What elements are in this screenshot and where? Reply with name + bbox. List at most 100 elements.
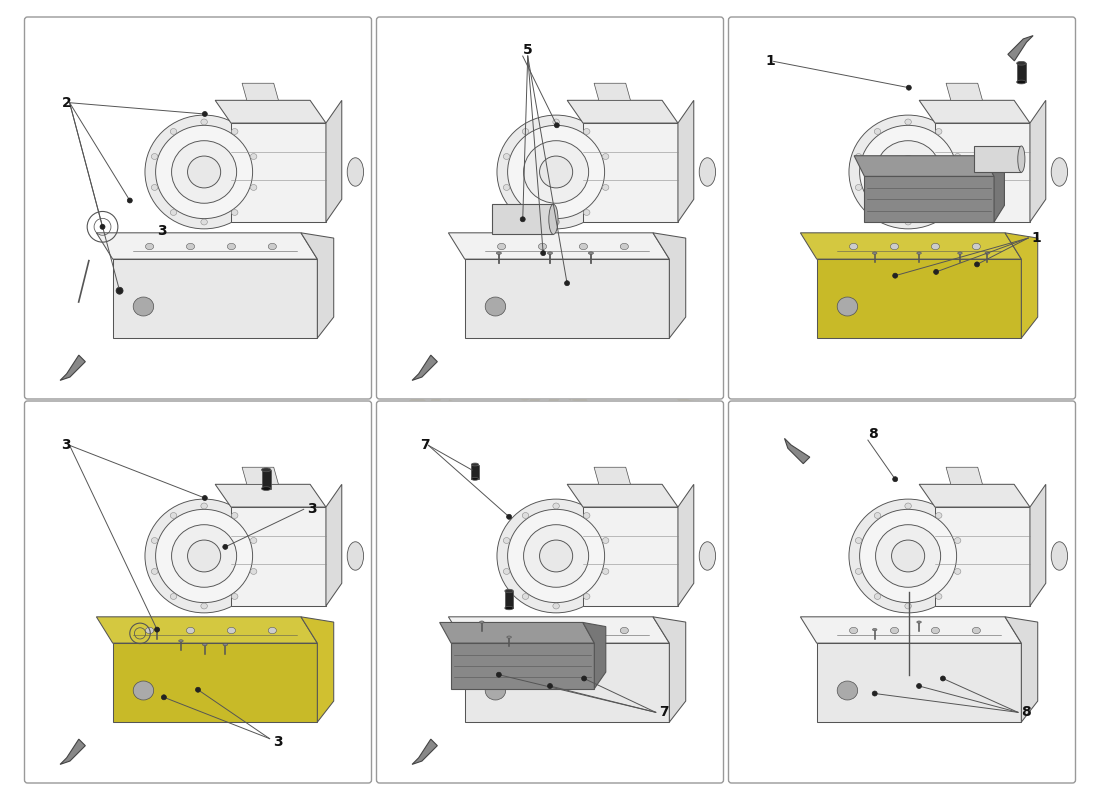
Ellipse shape <box>553 503 560 509</box>
Ellipse shape <box>932 627 939 634</box>
Text: figurative
parts
diagrams: figurative parts diagrams <box>386 259 714 541</box>
Ellipse shape <box>231 513 238 518</box>
Ellipse shape <box>837 681 858 700</box>
Ellipse shape <box>935 513 942 518</box>
Polygon shape <box>865 177 994 222</box>
Polygon shape <box>412 739 438 765</box>
Polygon shape <box>920 484 1030 507</box>
Ellipse shape <box>186 627 195 634</box>
Ellipse shape <box>524 525 589 587</box>
Ellipse shape <box>905 603 912 609</box>
Polygon shape <box>653 233 685 338</box>
Ellipse shape <box>837 297 858 316</box>
Ellipse shape <box>145 499 263 613</box>
Ellipse shape <box>228 243 235 250</box>
Polygon shape <box>568 100 678 123</box>
Ellipse shape <box>935 210 942 215</box>
Ellipse shape <box>504 185 510 190</box>
Ellipse shape <box>874 513 881 518</box>
Ellipse shape <box>890 243 899 250</box>
Circle shape <box>906 85 911 90</box>
Polygon shape <box>472 465 478 479</box>
Ellipse shape <box>905 503 912 509</box>
Ellipse shape <box>932 243 939 250</box>
Ellipse shape <box>152 185 158 190</box>
Ellipse shape <box>145 243 154 250</box>
Text: 8: 8 <box>1021 706 1031 719</box>
Ellipse shape <box>170 594 177 599</box>
Ellipse shape <box>620 243 628 250</box>
Polygon shape <box>326 100 342 222</box>
Polygon shape <box>920 100 1030 123</box>
Ellipse shape <box>700 158 716 186</box>
Circle shape <box>117 288 122 294</box>
Ellipse shape <box>849 243 858 250</box>
Circle shape <box>202 111 207 117</box>
Polygon shape <box>935 123 1030 222</box>
Ellipse shape <box>201 603 208 609</box>
Ellipse shape <box>186 243 195 250</box>
Polygon shape <box>97 233 318 259</box>
Ellipse shape <box>251 154 257 159</box>
Ellipse shape <box>972 627 980 634</box>
Text: 7: 7 <box>420 438 430 452</box>
Text: 3: 3 <box>307 502 317 516</box>
Circle shape <box>155 627 160 632</box>
Polygon shape <box>678 100 694 222</box>
Text: 3: 3 <box>62 438 72 452</box>
Polygon shape <box>464 259 669 338</box>
Ellipse shape <box>231 594 238 599</box>
Polygon shape <box>1008 35 1033 61</box>
Polygon shape <box>492 204 553 234</box>
Ellipse shape <box>1052 158 1068 186</box>
Polygon shape <box>583 507 678 606</box>
Ellipse shape <box>497 627 506 634</box>
Text: 8: 8 <box>868 427 878 441</box>
Ellipse shape <box>522 129 529 134</box>
Ellipse shape <box>876 141 940 203</box>
Circle shape <box>582 676 586 681</box>
Ellipse shape <box>178 640 184 642</box>
Circle shape <box>975 262 979 267</box>
Ellipse shape <box>916 621 922 623</box>
Circle shape <box>520 217 525 222</box>
Ellipse shape <box>155 510 253 602</box>
Polygon shape <box>451 643 594 689</box>
Ellipse shape <box>472 463 478 466</box>
Polygon shape <box>816 643 1021 722</box>
Ellipse shape <box>172 141 236 203</box>
Ellipse shape <box>145 115 263 229</box>
Polygon shape <box>60 355 86 381</box>
Ellipse shape <box>553 603 560 609</box>
Ellipse shape <box>984 252 990 254</box>
Polygon shape <box>113 643 318 722</box>
Polygon shape <box>583 123 678 222</box>
Ellipse shape <box>152 538 158 543</box>
Ellipse shape <box>905 219 912 225</box>
Polygon shape <box>242 83 278 100</box>
Ellipse shape <box>935 594 942 599</box>
Polygon shape <box>1030 484 1046 606</box>
Ellipse shape <box>504 154 510 159</box>
Ellipse shape <box>1018 146 1025 172</box>
Text: 5: 5 <box>522 43 532 57</box>
Ellipse shape <box>505 590 514 593</box>
Polygon shape <box>583 622 606 689</box>
Ellipse shape <box>700 542 716 570</box>
Ellipse shape <box>859 510 957 602</box>
Ellipse shape <box>223 643 228 646</box>
Ellipse shape <box>201 119 208 125</box>
Ellipse shape <box>505 606 514 610</box>
Ellipse shape <box>856 569 862 574</box>
Ellipse shape <box>955 569 961 574</box>
Circle shape <box>473 469 477 474</box>
Ellipse shape <box>268 627 276 634</box>
Polygon shape <box>1005 617 1037 722</box>
Text: 1: 1 <box>1032 231 1042 245</box>
Ellipse shape <box>152 569 158 574</box>
Polygon shape <box>262 470 271 489</box>
Ellipse shape <box>583 594 590 599</box>
Circle shape <box>507 514 512 519</box>
Ellipse shape <box>268 243 276 250</box>
Ellipse shape <box>251 538 257 543</box>
